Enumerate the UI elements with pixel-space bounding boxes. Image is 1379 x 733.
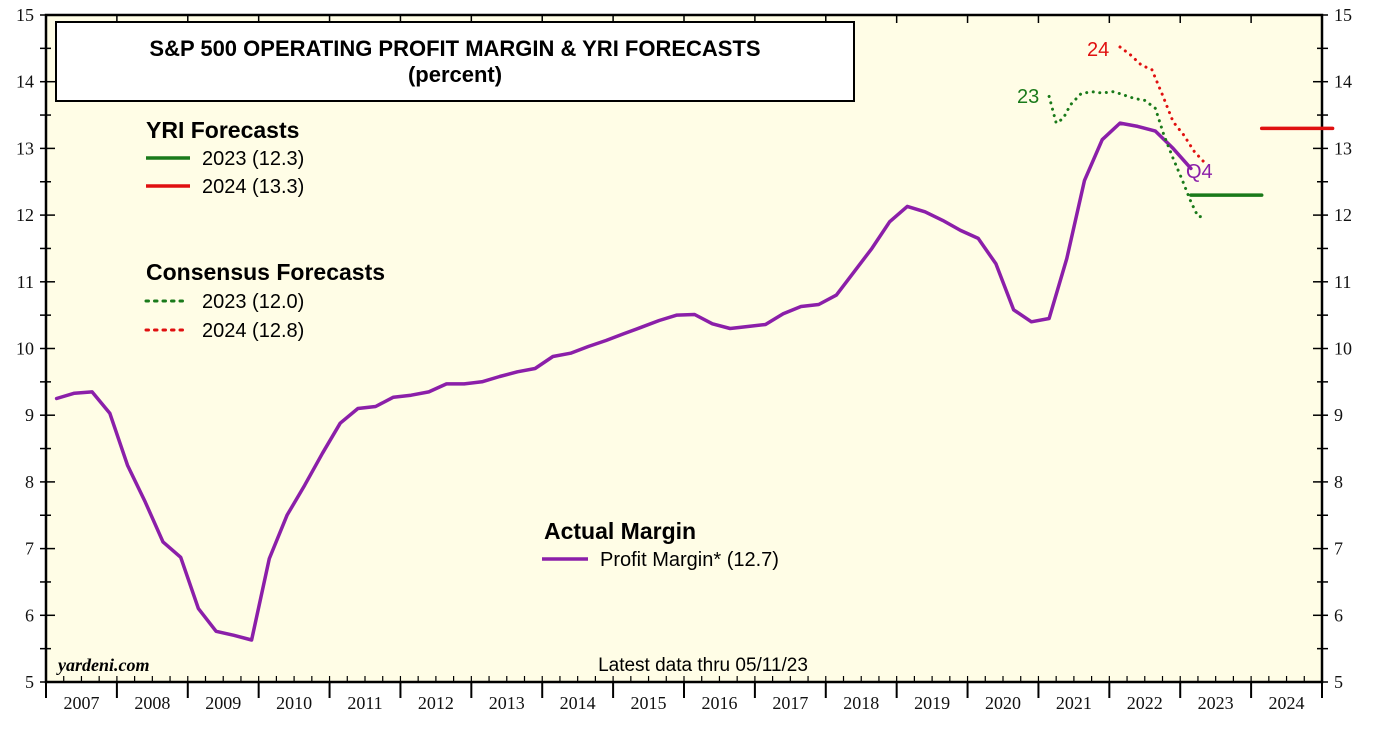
x-year-label: 2021 [1056,693,1092,713]
x-year-label: 2010 [276,693,312,713]
actual-margin-line [54,121,1193,642]
annotation-q4: Q4 [1186,161,1213,183]
y-tick-label-left: 14 [16,72,34,92]
latest-data-note: Latest data thru 05/11/23 [598,655,808,676]
x-year-label: 2017 [772,693,808,713]
x-year-label: 2020 [985,693,1021,713]
y-tick-label-left: 12 [16,205,34,225]
legend-actual-heading: Actual Margin [544,518,696,544]
legend-consensus-2023-label: 2023 (12.0) [202,291,304,313]
legend-yri-2023-label: 2023 (12.3) [202,148,304,170]
consensus-2023-line [1047,90,1207,219]
y-tick-label-right: 7 [1334,539,1343,559]
legend-actual-label: Profit Margin* (12.7) [600,549,779,571]
y-tick-label-right: 11 [1334,272,1351,292]
y-tick-label-right: 14 [1334,72,1352,92]
x-year-label: 2024 [1269,693,1305,713]
y-tick-label-left: 7 [25,539,34,559]
chart-subtitle: (percent) [408,62,502,87]
x-year-label: 2023 [1198,693,1234,713]
y-tick-label-right: 9 [1334,405,1343,425]
x-year-label: 2022 [1127,693,1163,713]
x-year-label: 2007 [63,693,99,713]
y-tick-label-left: 11 [17,272,34,292]
x-year-label: 2012 [418,693,454,713]
y-tick-label-right: 10 [1334,339,1352,359]
chart-title: S&P 500 OPERATING PROFIT MARGIN & YRI FO… [149,36,760,61]
y-tick-label-left: 9 [25,405,34,425]
y-tick-label-left: 6 [25,605,34,625]
y-tick-label-left: 13 [16,138,34,158]
y-tick-label-right: 8 [1334,472,1343,492]
consensus-2024-line [1118,45,1207,165]
title-box [55,21,855,102]
y-tick-label-right: 5 [1334,672,1343,692]
legend-consensus-heading: Consensus Forecasts [146,259,385,285]
x-axis-year-labels: 2007 2008 2009 2010 2011 2012 2013 2014 2015 2016… [63,693,1304,713]
y-tick-label-right: 15 [1334,5,1352,25]
x-year-label: 2013 [489,693,525,713]
x-year-label: 2008 [134,693,170,713]
y-tick-label-left: 15 [16,5,34,25]
y-tick-label-left: 5 [25,672,34,692]
x-year-label: 2011 [347,693,382,713]
annotation-24: 24 [1087,39,1109,61]
x-year-label: 2015 [631,693,667,713]
legend-yri-2024-label: 2024 (13.3) [202,176,304,198]
legend-yri-heading: YRI Forecasts [146,117,299,143]
y-tick-label-left: 8 [25,472,34,492]
y-tick-label-right: 13 [1334,138,1352,158]
y-axis-right-labels: 5 6 7 8 9 10 11 12 13 14 15 [1334,5,1352,692]
x-year-label: 2018 [843,693,879,713]
legend-consensus-2024-label: 2024 (12.8) [202,320,304,342]
annotation-23: 23 [1017,86,1039,108]
x-year-label: 2009 [205,693,241,713]
y-tick-label-right: 12 [1334,205,1352,225]
x-year-label: 2016 [701,693,737,713]
plot-area [44,13,1324,684]
y-tick-label-right: 6 [1334,605,1343,625]
brand-watermark: yardeni.com [56,655,150,675]
series-layer [54,45,1335,642]
x-year-label: 2019 [914,693,950,713]
y-tick-label-left: 10 [16,339,34,359]
x-year-label: 2014 [560,693,596,713]
y-axis-left-labels: 5 6 7 8 9 10 11 12 13 14 15 [16,5,34,692]
